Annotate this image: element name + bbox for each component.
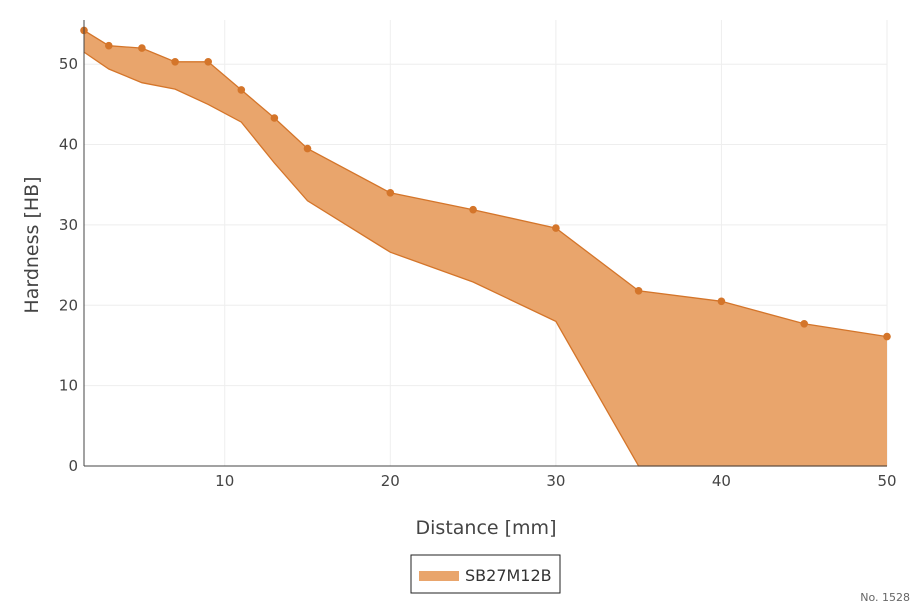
- data-point: [138, 44, 146, 52]
- y-tick-label: 50: [59, 55, 78, 73]
- legend-label: SB27M12B: [465, 566, 552, 585]
- y-tick-label: 30: [59, 216, 78, 234]
- figure-number: No. 1528: [860, 591, 910, 604]
- grid-lines: [84, 20, 888, 466]
- series-band-fill: [84, 30, 887, 467]
- data-point: [204, 58, 212, 66]
- data-point: [634, 287, 643, 295]
- axes: [83, 20, 887, 467]
- data-point: [270, 114, 279, 122]
- y-tick-label: 10: [59, 377, 78, 395]
- x-tick-label: 30: [546, 472, 565, 490]
- series-area: [80, 26, 891, 467]
- data-point: [303, 144, 312, 153]
- x-tick-label: 20: [381, 472, 400, 490]
- data-point: [171, 58, 179, 66]
- y-tick-label: 0: [68, 457, 78, 475]
- y-axis-title: Hardness [HB]: [21, 176, 43, 313]
- data-point: [800, 320, 808, 328]
- legend-swatch: [419, 571, 459, 581]
- data-point: [469, 205, 477, 214]
- data-point: [717, 297, 726, 306]
- data-point: [883, 332, 891, 341]
- data-point: [237, 86, 246, 94]
- data-point: [552, 224, 560, 232]
- x-tick-label: 10: [215, 472, 234, 490]
- y-tick-label: 20: [59, 296, 78, 314]
- data-point: [105, 41, 113, 50]
- data-point: [386, 189, 395, 197]
- legend[interactable]: SB27M12B: [410, 554, 561, 594]
- x-tick-label: 40: [712, 472, 731, 490]
- tick-labels: 10 20 30 40 50 0 10 20 30 40 50: [59, 55, 897, 490]
- x-axis-title: Distance [mm]: [416, 517, 557, 539]
- x-tick-label: 50: [877, 472, 896, 490]
- y-tick-label: 40: [59, 136, 78, 154]
